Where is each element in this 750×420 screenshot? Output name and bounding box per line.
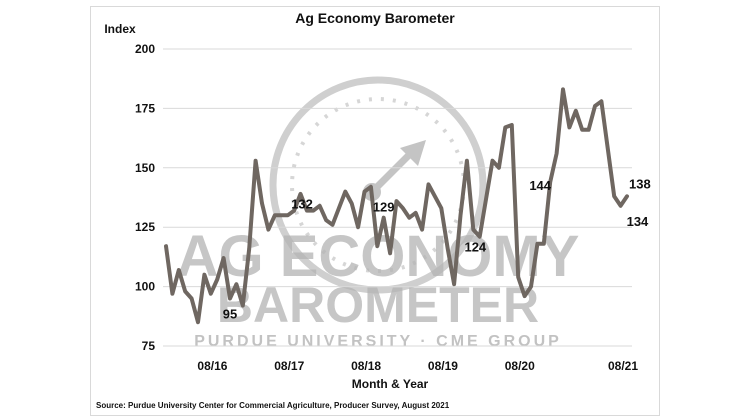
watermark-gauge-ring (269, 76, 487, 294)
y-tick-label: 125 (135, 220, 155, 234)
series-group (164, 87, 629, 325)
x-tick-label: 08/19 (428, 359, 458, 373)
data-label: 124 (464, 240, 486, 255)
watermark-line-3: PURDUE UNIVERSITY · CME GROUP (194, 333, 562, 350)
watermark-needle (368, 148, 416, 196)
data-label: 138 (629, 176, 651, 191)
y-tick-label: 100 (135, 280, 155, 294)
data-label: 144 (529, 178, 551, 193)
y-axis-title: Index (104, 22, 136, 36)
data-labels: 95 132 129 124 144 134 138 (223, 176, 651, 321)
x-tick-label: 08/21 (608, 359, 638, 373)
y-tick-label: 150 (135, 161, 155, 175)
x-axis-ticks: 08/16 08/17 08/18 08/19 08/20 08/21 (197, 359, 638, 373)
watermark-line-2: BAROMETER (217, 277, 539, 333)
data-label: 95 (223, 306, 237, 321)
chart-title: Ag Economy Barometer (295, 10, 455, 26)
x-tick-label: 08/17 (274, 359, 304, 373)
x-tick-label: 08/16 (197, 359, 227, 373)
y-axis-ticks: 75 100 125 150 175 200 (135, 42, 155, 353)
data-label: 129 (373, 200, 395, 215)
source-note: Source: Purdue University Center for Com… (96, 401, 450, 410)
index-line (164, 87, 629, 325)
watermark-needle-arrow-icon (400, 140, 426, 166)
data-label: 134 (627, 214, 649, 229)
y-tick-label: 200 (135, 42, 155, 56)
y-tick-label: 175 (135, 101, 155, 115)
grid (163, 48, 632, 347)
x-tick-label: 08/18 (351, 359, 381, 373)
y-tick-label: 75 (142, 339, 156, 353)
data-label: 132 (291, 197, 313, 212)
x-axis-title: Month & Year (352, 377, 429, 391)
x-tick-label: 08/20 (505, 359, 535, 373)
